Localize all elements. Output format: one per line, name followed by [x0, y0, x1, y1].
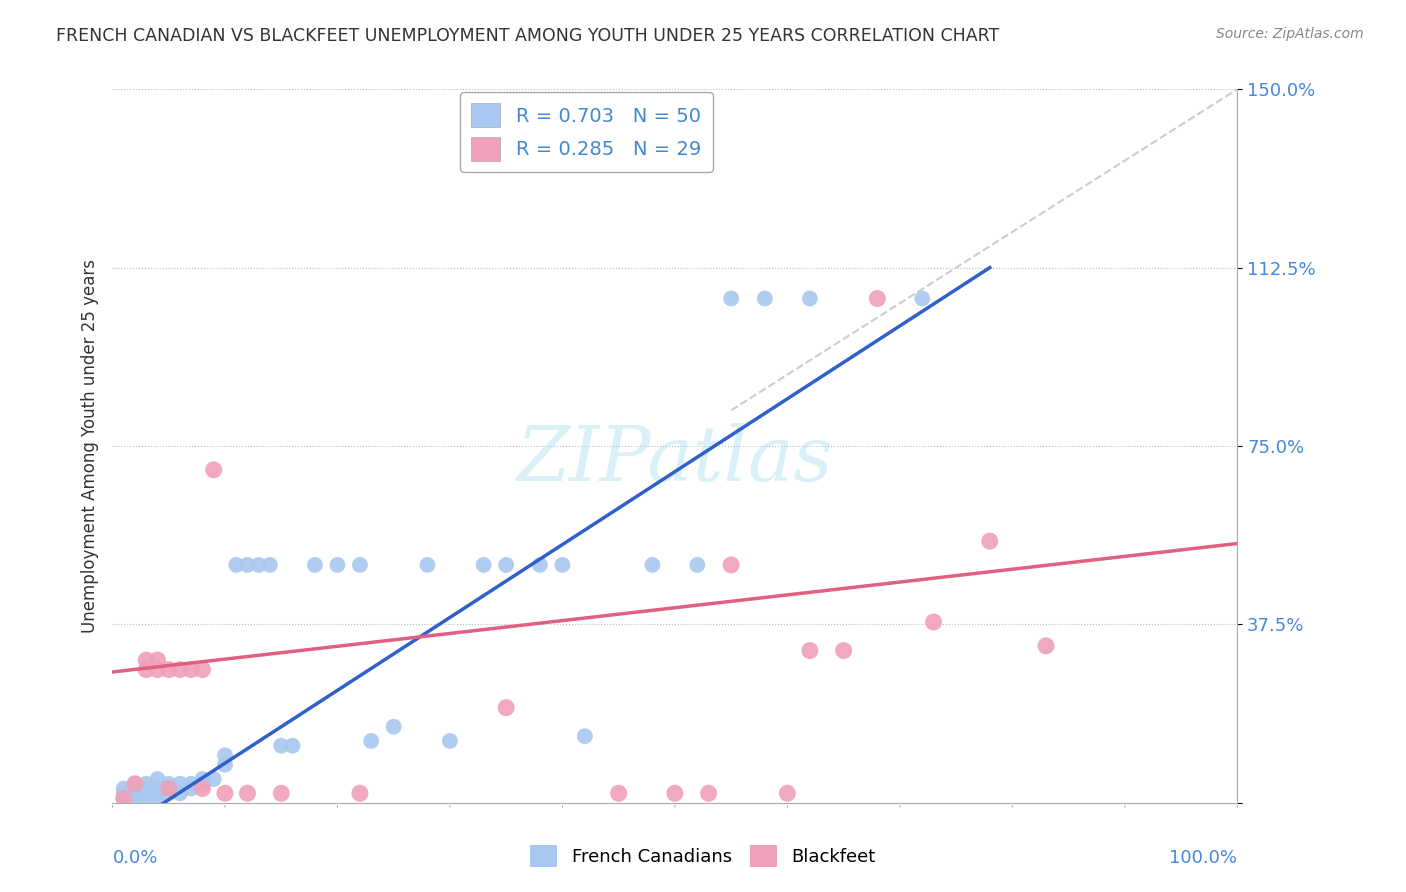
Point — [720, 558, 742, 572]
Point — [135, 781, 157, 796]
Point — [157, 781, 180, 796]
Point — [799, 643, 821, 657]
Point — [472, 558, 495, 572]
Point — [124, 786, 146, 800]
Point — [1035, 639, 1057, 653]
Point — [180, 781, 202, 796]
Point — [214, 757, 236, 772]
Point — [157, 663, 180, 677]
Point — [169, 786, 191, 800]
Point — [191, 772, 214, 786]
Point — [641, 558, 664, 572]
Point — [191, 777, 214, 791]
Point — [214, 786, 236, 800]
Point — [135, 777, 157, 791]
Point — [180, 777, 202, 791]
Point — [157, 786, 180, 800]
Point — [799, 292, 821, 306]
Point — [607, 786, 630, 800]
Point — [202, 463, 225, 477]
Point — [259, 558, 281, 572]
Point — [304, 558, 326, 572]
Point — [124, 791, 146, 805]
Point — [169, 777, 191, 791]
Text: FRENCH CANADIAN VS BLACKFEET UNEMPLOYMENT AMONG YOUTH UNDER 25 YEARS CORRELATION: FRENCH CANADIAN VS BLACKFEET UNEMPLOYMEN… — [56, 27, 1000, 45]
Point — [157, 777, 180, 791]
Point — [754, 292, 776, 306]
Point — [112, 786, 135, 800]
Point — [236, 558, 259, 572]
Point — [225, 558, 247, 572]
Point — [686, 558, 709, 572]
Point — [495, 700, 517, 714]
Point — [124, 777, 146, 791]
Point — [124, 777, 146, 791]
Point — [135, 663, 157, 677]
Point — [832, 643, 855, 657]
Point — [112, 791, 135, 805]
Point — [720, 292, 742, 306]
Point — [146, 781, 169, 796]
Point — [169, 663, 191, 677]
Point — [146, 663, 169, 677]
Point — [776, 786, 799, 800]
Legend: R = 0.703   N = 50, R = 0.285   N = 29: R = 0.703 N = 50, R = 0.285 N = 29 — [460, 92, 713, 172]
Y-axis label: Unemployment Among Youth under 25 years: Unemployment Among Youth under 25 years — [80, 259, 98, 633]
Legend: French Canadians, Blackfeet: French Canadians, Blackfeet — [523, 838, 883, 874]
Text: ZIPatlas: ZIPatlas — [516, 424, 834, 497]
Point — [191, 781, 214, 796]
Point — [270, 739, 292, 753]
Point — [416, 558, 439, 572]
Point — [979, 534, 1001, 549]
Point — [112, 791, 135, 805]
Point — [551, 558, 574, 572]
Point — [866, 292, 889, 306]
Point — [911, 292, 934, 306]
Point — [146, 653, 169, 667]
Point — [191, 663, 214, 677]
Point — [247, 558, 270, 572]
Point — [349, 786, 371, 800]
Point — [382, 720, 405, 734]
Point — [697, 786, 720, 800]
Point — [135, 653, 157, 667]
Text: 100.0%: 100.0% — [1170, 849, 1237, 867]
Point — [112, 781, 135, 796]
Point — [135, 786, 157, 800]
Point — [495, 558, 517, 572]
Point — [180, 663, 202, 677]
Point — [529, 558, 551, 572]
Point — [146, 772, 169, 786]
Point — [281, 739, 304, 753]
Point — [157, 781, 180, 796]
Point — [326, 558, 349, 572]
Point — [214, 748, 236, 763]
Point — [135, 791, 157, 805]
Point — [922, 615, 945, 629]
Point — [146, 791, 169, 805]
Point — [270, 786, 292, 800]
Point — [202, 772, 225, 786]
Text: Source: ZipAtlas.com: Source: ZipAtlas.com — [1216, 27, 1364, 41]
Point — [574, 729, 596, 743]
Point — [439, 734, 461, 748]
Point — [664, 786, 686, 800]
Text: 0.0%: 0.0% — [112, 849, 157, 867]
Point — [236, 786, 259, 800]
Point — [349, 558, 371, 572]
Point — [360, 734, 382, 748]
Point — [146, 786, 169, 800]
